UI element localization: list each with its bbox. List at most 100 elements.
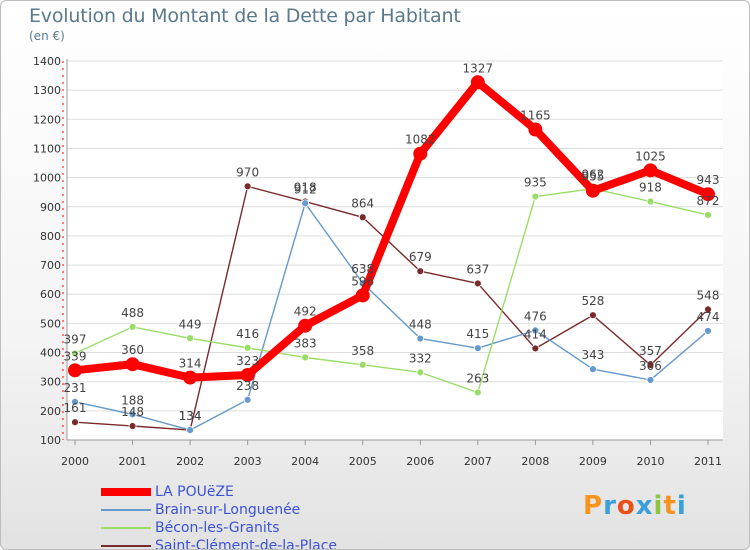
data-label: 476 [524,309,547,323]
x-tick-label: 2011 [694,455,722,468]
data-point [125,357,140,372]
data-point [704,211,712,219]
data-point [585,183,600,198]
y-tick-label: 700 [40,259,61,272]
data-point [240,367,255,382]
y-tick-label: 1400 [33,55,61,68]
data-label: 397 [64,332,87,346]
x-tick-label: 2009 [579,455,607,468]
data-point [301,199,310,208]
data-label: 161 [64,401,87,415]
data-label: 528 [581,294,604,308]
data-point [186,426,194,434]
series-line [74,185,709,431]
data-label: 148 [121,405,144,419]
data-point [68,363,82,378]
data-point [358,360,367,369]
logo-letter: i [676,491,687,521]
data-point [643,163,658,178]
x-tick-label: 2000 [61,455,89,468]
data-point [646,197,655,206]
data-label: 488 [121,306,144,320]
data-label: 134 [179,409,202,423]
data-point [243,395,252,404]
data-point [298,318,313,333]
y-tick-label: 1100 [33,142,61,155]
data-label: 231 [64,381,87,395]
data-label: 918 [639,181,662,195]
data-point [71,349,79,358]
data-label: 474 [697,310,720,324]
data-point [416,334,425,343]
data-label: 415 [466,327,489,341]
legend-label: Saint-Clément-de-la-Place [155,538,338,550]
x-tick-label: 2007 [464,455,492,468]
data-label: 679 [409,250,432,264]
data-point [589,365,597,374]
x-tick-label: 2003 [234,455,262,468]
legend-swatch [101,527,151,529]
data-label: 358 [351,344,374,358]
chart-title: Evolution du Montant de la Dette par Hab… [29,5,461,27]
data-label: 1082 [405,133,436,147]
data-label: 548 [697,288,720,302]
data-label: 1327 [463,61,494,75]
legend-swatch [101,545,151,547]
data-point [358,213,367,222]
logo-letter: x [635,491,654,521]
data-point [528,122,543,137]
data-label: 332 [409,351,432,365]
data-label: 323 [236,354,259,368]
data-point [243,182,252,191]
data-point [646,361,655,369]
data-label: 596 [351,274,374,288]
y-tick-label: 1300 [33,84,61,97]
logo-letter: P [583,491,604,521]
data-point [589,311,597,320]
x-tick-label: 2001 [119,455,147,468]
data-label: 360 [121,343,144,357]
logo-letter: t [663,491,677,521]
data-point [128,322,137,331]
data-point [71,418,79,427]
y-tick-label: 800 [40,230,61,243]
data-point [128,410,137,419]
data-label: 492 [294,305,317,319]
data-point [531,192,540,201]
y-tick-label: 300 [40,376,61,389]
data-point [243,343,252,352]
x-tick-label: 2004 [291,455,319,468]
y-tick-label: 100 [40,434,61,447]
data-label: 306 [639,359,662,373]
data-label: 448 [409,318,432,332]
data-label: 238 [236,379,259,393]
data-point [416,267,425,276]
data-point [704,327,712,335]
data-label: 339 [64,349,87,363]
data-point [646,376,655,384]
data-label: 943 [697,173,720,187]
data-label: 962 [581,168,604,182]
legend-swatch [101,488,151,496]
data-label: 414 [524,327,547,341]
logo-letter: r [603,491,617,521]
y-tick-label: 900 [40,201,61,214]
logo-letter: i [653,491,664,521]
y-tick-label: 500 [40,317,61,330]
data-label: 638 [351,262,374,276]
data-point [473,344,482,353]
data-point [473,388,482,397]
data-point [301,353,310,362]
data-point [186,334,194,343]
x-tick-label: 2008 [521,455,549,468]
legend-label: Brain-sur-Longuenée [155,502,301,518]
legend-label: LA POUëZE [155,484,234,500]
y-tick-label: 600 [40,288,61,301]
x-tick-label: 2002 [176,455,204,468]
series-line [71,78,712,382]
y-tick-label: 200 [40,405,61,418]
data-label: 1165 [520,109,551,123]
proxiti-logo: Proxiti [583,491,687,521]
data-point [701,187,715,202]
